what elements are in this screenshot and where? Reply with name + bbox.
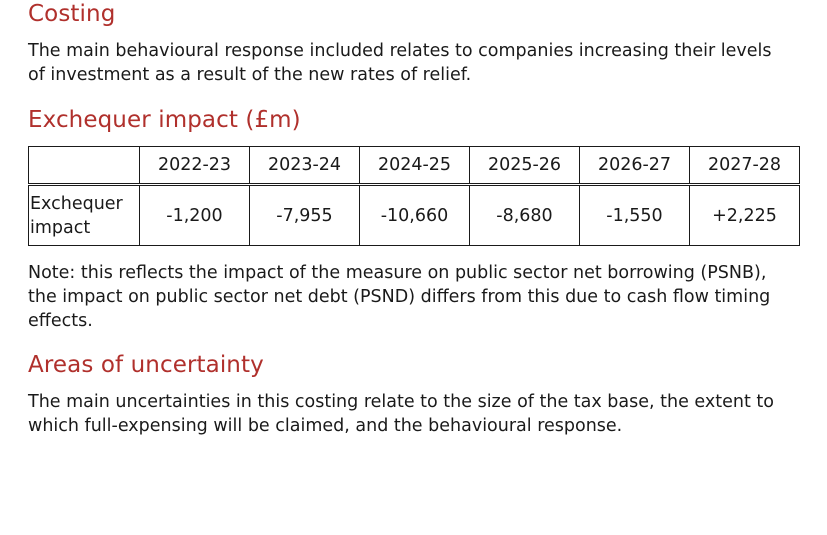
table-header-blank-cell (28, 146, 140, 186)
table-cell-value: +2,225 (689, 184, 800, 246)
table-row-label: Exchequer impact (28, 184, 140, 246)
table-cell-value: -10,660 (359, 184, 470, 246)
table-cell-value: -1,200 (139, 184, 250, 246)
exchequer-impact-table-container: 2022-23 2023-24 2024-25 2025-26 2026-27 … (28, 146, 800, 246)
uncertainty-heading: Areas of uncertainty (28, 352, 264, 378)
exchequer-note-paragraph: Note: this reflects the impact of the me… (28, 263, 771, 331)
table-header-row: 2022-23 2023-24 2024-25 2025-26 2026-27 … (28, 146, 800, 186)
table-cell-value: -1,550 (579, 184, 690, 246)
table-header-year: 2027-28 (689, 146, 800, 186)
table-header-year: 2025-26 (469, 146, 580, 186)
table-header-year: 2024-25 (359, 146, 470, 186)
table-row: Exchequer impact -1,200 -7,955 -10,660 -… (28, 184, 800, 246)
table-cell-value: -8,680 (469, 184, 580, 246)
exchequer-impact-table: 2022-23 2023-24 2024-25 2025-26 2026-27 … (28, 146, 800, 246)
table-header-year: 2026-27 (579, 146, 690, 186)
table-header-year: 2023-24 (249, 146, 360, 186)
exchequer-impact-heading: Exchequer impact (£m) (28, 107, 301, 133)
uncertainty-paragraph: The main uncertainties in this costing r… (28, 392, 774, 436)
costing-paragraph: The main behavioural response included r… (28, 41, 772, 85)
costing-heading: Costing (28, 1, 116, 27)
table-header-year: 2022-23 (139, 146, 250, 186)
table-cell-value: -7,955 (249, 184, 360, 246)
